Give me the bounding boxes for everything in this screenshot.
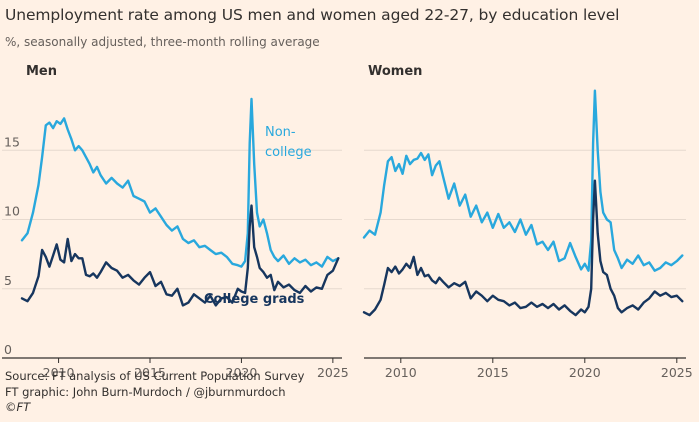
non-college-line-men (20, 97, 340, 268)
x-tick-label: 2010 (43, 365, 75, 380)
y-tick-label: 10 (4, 204, 20, 219)
college-grads-line-men (20, 204, 340, 307)
x-tick-label: 2015 (477, 365, 509, 380)
y-tick-label: 15 (4, 134, 20, 149)
non-college-line-women (362, 89, 684, 272)
chart-title: Unemployment rate among US men and women… (5, 6, 620, 24)
x-tick-label: 2020 (569, 365, 601, 380)
panel-title-men: Men (26, 64, 57, 79)
credit-line: FT graphic: John Burn-Murdoch / @jburnmu… (5, 384, 286, 399)
source-block: Source: FT analysis of US Current Popula… (5, 369, 304, 416)
x-tick-label: 2025 (661, 365, 693, 380)
x-tick-label: 2010 (385, 365, 417, 380)
college-grads-line-women (362, 179, 684, 317)
x-tick-label: 2020 (226, 365, 258, 380)
chart-subtitle: %, seasonally adjusted, three-month roll… (5, 35, 320, 49)
y-tick-label: 0 (4, 342, 12, 357)
panel-title-women: Women (368, 64, 422, 79)
x-tick-label: 2025 (317, 365, 349, 380)
x-tick-label: 2015 (134, 365, 166, 380)
college-grads-label: College grads (204, 292, 305, 307)
source-line: Source: FT analysis of US Current Popula… (5, 369, 305, 383)
y-tick-label: 5 (4, 273, 12, 288)
non-college-label: Non-college (265, 125, 312, 160)
copyright-line: ©FT (5, 400, 31, 414)
